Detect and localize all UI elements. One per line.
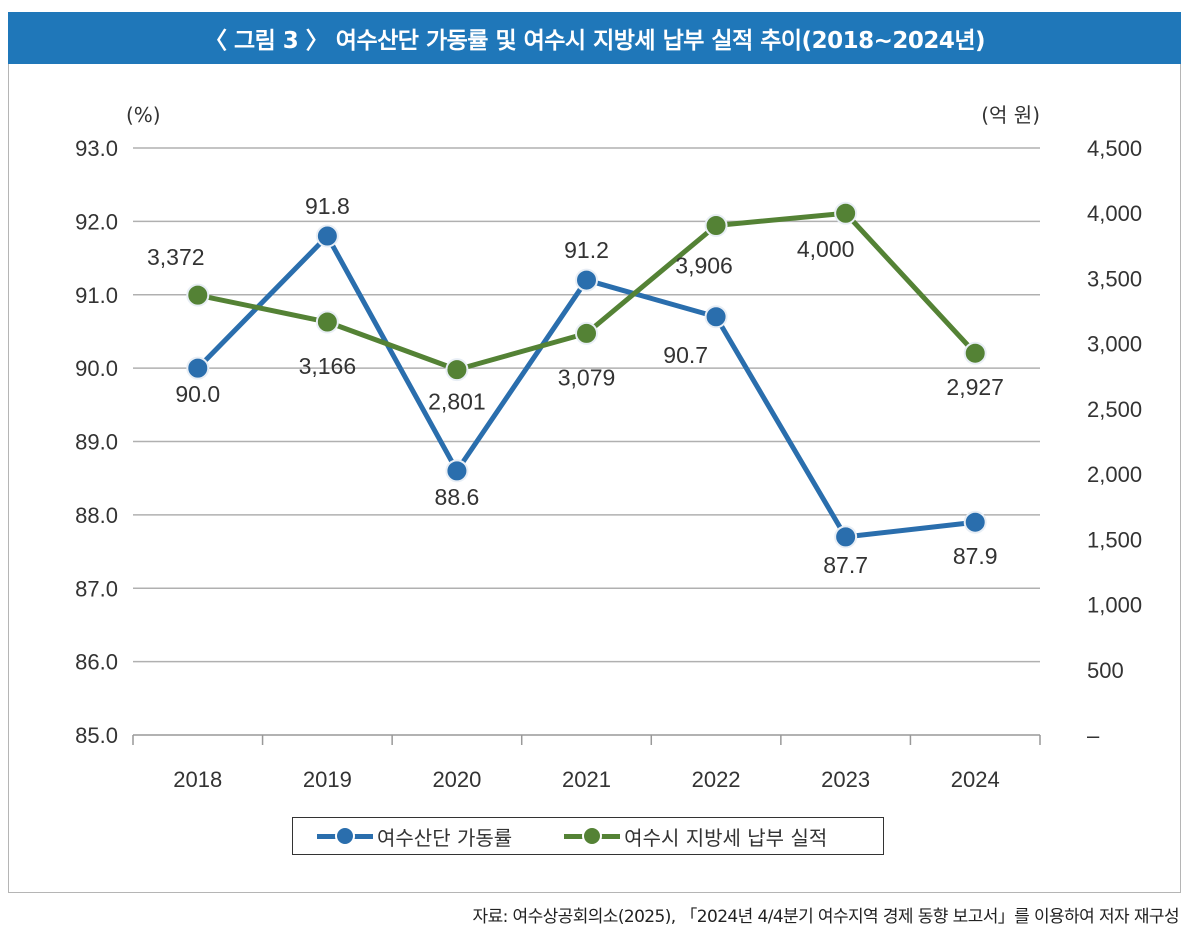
- data-label: 3,166: [299, 353, 357, 379]
- data-point: [834, 201, 858, 225]
- y-left-tick-label: 87.0: [75, 576, 118, 601]
- x-tick-label: 2022: [692, 767, 741, 792]
- x-tick-label: 2020: [432, 767, 481, 792]
- y-left-tick-label: 92.0: [75, 209, 118, 234]
- data-point: [575, 268, 598, 292]
- x-tick-label: 2019: [303, 767, 352, 792]
- data-label: 91.2: [564, 237, 609, 263]
- data-label: 87.9: [953, 543, 998, 569]
- data-point: [704, 305, 728, 329]
- legend-label: 여수산단 가동률: [377, 825, 513, 850]
- data-point: [445, 459, 469, 483]
- data-point: [186, 283, 210, 307]
- data-label: 3,906: [675, 252, 733, 278]
- y-left-tick-label: 88.0: [75, 503, 118, 528]
- y-right-tick-label: 2,500: [1087, 397, 1142, 422]
- y-left-tick-label: 90.0: [75, 356, 118, 381]
- y-right-tick-label: 4,500: [1087, 136, 1142, 161]
- y-right-tick-label: 1,500: [1087, 527, 1142, 552]
- data-label: 90.0: [175, 381, 220, 407]
- data-label: 4,000: [797, 236, 855, 262]
- chart-title: 〈 그림 3 〉 여수산단 가동률 및 여수시 지방세 납부 실적 추이(201…: [8, 12, 1181, 64]
- data-label: 90.7: [663, 342, 708, 368]
- data-point: [834, 525, 858, 549]
- x-tick-label: 2023: [821, 767, 870, 792]
- legend-item-local-tax: 여수시 지방세 납부 실적: [564, 822, 827, 851]
- y-right-tick-label: –: [1087, 723, 1100, 748]
- data-point: [315, 310, 339, 334]
- legend-swatch-blue-icon: [317, 826, 373, 846]
- y-left-unit-label: (%): [126, 103, 161, 127]
- data-point: [315, 224, 339, 248]
- y-right-unit-label: (억 원): [981, 103, 1040, 127]
- data-point: [445, 358, 469, 382]
- y-right-tick-label: 2,000: [1087, 462, 1142, 487]
- source-note: 자료: 여수상공회의소(2025), 「2024년 4/4분기 여수지역 경제 …: [472, 907, 1180, 927]
- data-label: 88.6: [435, 484, 480, 510]
- data-label: 2,801: [428, 389, 486, 415]
- y-left-tick-label: 91.0: [75, 283, 118, 308]
- y-left-tick-label: 86.0: [75, 650, 118, 675]
- data-point: [963, 510, 987, 534]
- y-right-tick-label: 500: [1087, 658, 1124, 683]
- x-tick-label: 2021: [562, 767, 611, 792]
- y-left-tick-label: 89.0: [75, 430, 118, 455]
- y-right-tick-label: 4,000: [1087, 201, 1142, 226]
- x-tick-label: 2018: [173, 767, 222, 792]
- x-tick-label: 2024: [951, 767, 1000, 792]
- data-point: [963, 341, 987, 365]
- data-point: [575, 321, 598, 345]
- y-left-tick-label: 85.0: [75, 723, 118, 748]
- y-right-tick-label: 1,000: [1087, 593, 1142, 618]
- y-right-tick-label: 3,000: [1087, 332, 1142, 357]
- legend-item-utilization: 여수산단 가동률: [317, 822, 512, 851]
- y-right-tick-label: 3,500: [1087, 266, 1142, 291]
- chart-frame: [8, 12, 1181, 893]
- legend-swatch-green-icon: [564, 826, 621, 846]
- data-label: 2,927: [946, 374, 1004, 400]
- data-label: 3,079: [558, 364, 616, 390]
- legend: 여수산단 가동률 여수시 지방세 납부 실적: [292, 817, 884, 855]
- data-point: [186, 356, 210, 380]
- y-left-tick-label: 93.0: [75, 136, 118, 161]
- data-label: 87.7: [823, 552, 868, 578]
- legend-label: 여수시 지방세 납부 실적: [624, 825, 828, 850]
- data-label: 3,372: [147, 244, 205, 270]
- data-label: 91.8: [305, 193, 350, 219]
- data-point: [704, 213, 728, 237]
